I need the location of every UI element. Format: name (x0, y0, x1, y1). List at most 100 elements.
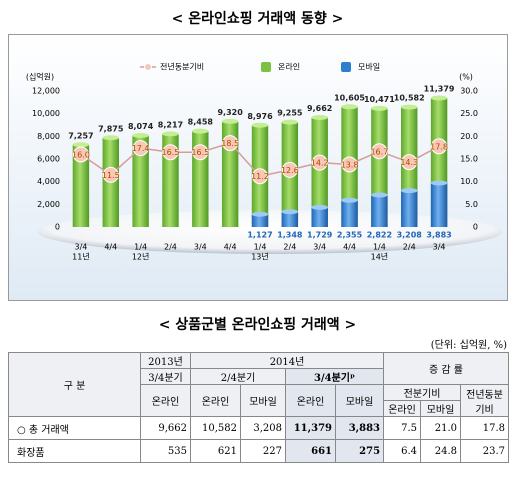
header-cell: 구 분 (8, 352, 141, 417)
line-point (431, 138, 448, 155)
table-cell: 3,883 (334, 416, 385, 440)
value-label: 17.8 (430, 142, 448, 151)
y-tick-label: 12,000 (32, 87, 60, 96)
value-label: 8,458 (188, 118, 214, 127)
bar-top (192, 128, 209, 134)
bar-top (430, 95, 448, 101)
header-cell: 3/4분기ᵖ (284, 368, 385, 385)
table-row: 화장품 535 621 227 661 275 6.4 24.8 23.7 (8, 439, 510, 463)
value-label: 11.2 (251, 172, 269, 181)
header-cell: 온라인 (140, 384, 191, 417)
line-point (162, 144, 179, 161)
y2-tick-label: 15.0 (460, 155, 478, 164)
y-tick-label: 10,000 (32, 109, 60, 118)
value-label: 8,074 (128, 122, 154, 131)
data-table: 구 분 2013년 2014년 증 감 률 3/4분기 2/4분기 3/4분기ᵖ… (8, 352, 510, 463)
bar (72, 144, 90, 227)
x-tick-label: 3/4 (433, 243, 446, 252)
x-tick-label: 4/4 (104, 243, 117, 252)
line-point (341, 156, 358, 173)
table-cell: 227 (240, 439, 286, 463)
value-label: 10,471 (364, 95, 395, 104)
table-cell: 21.0 (420, 416, 462, 440)
value-label: 8,217 (158, 120, 183, 129)
header-cell: 2/4분기 (190, 368, 286, 385)
value-label: 16.5 (162, 148, 180, 157)
header-cell: 온라인 (383, 400, 422, 417)
value-label: 16.7 (370, 147, 388, 156)
bar-top (311, 204, 328, 210)
y2-tick-label: 5.0 (465, 200, 478, 209)
value-label: 2,355 (337, 231, 363, 240)
header-cell: 3/4분기 (140, 368, 191, 385)
x-tick-label: 4/4 (343, 243, 356, 252)
value-label: 11,379 (424, 85, 455, 94)
line-point (192, 144, 209, 161)
bar (311, 207, 328, 227)
y-tick-label: 0 (55, 223, 60, 232)
chart: (십억원) (%) 0 2,000 4,000 6,000 8,000 10,000 12,… (8, 34, 508, 301)
table-cell: 9,662 (140, 416, 191, 440)
bar-top (311, 114, 328, 120)
x-year-label: 11년 (72, 252, 90, 262)
x-tick-label: 2/4 (403, 243, 416, 252)
table-cell: 7.5 (383, 416, 422, 440)
header-cell: 모바일 (334, 384, 385, 417)
bar (132, 135, 149, 227)
line-point (401, 154, 418, 171)
bar-top (281, 209, 299, 215)
table-cell: 3,208 (240, 416, 286, 440)
y-tick-label: 6,000 (37, 155, 60, 164)
header-cell: 2013년 (140, 352, 191, 369)
x-year-label: 12년 (132, 252, 150, 262)
table-cell: 17.8 (460, 416, 510, 440)
line-point (72, 146, 89, 163)
bar (430, 182, 448, 227)
bar-top (72, 142, 90, 148)
bar-top (281, 119, 299, 125)
value-label: 14.2 (311, 159, 329, 168)
legend-label: 전년동분기비 (160, 62, 204, 72)
line-point (311, 154, 328, 171)
value-label: 3,208 (397, 231, 423, 240)
value-label: 11.5 (102, 171, 120, 180)
bar-top (132, 132, 149, 138)
x-tick-label: 2/4 (283, 243, 296, 252)
y2-tick-label: 0 (473, 223, 478, 232)
value-label: 10,582 (394, 94, 425, 103)
header-cell: 전년동분기비 (460, 384, 510, 417)
header-cell: 모바일 (240, 384, 286, 417)
bar-top (371, 192, 388, 198)
value-label: 18.5 (221, 139, 239, 148)
header-cell: 온라인 (190, 384, 241, 417)
table-body: ○ 총 거래액 9,662 10,582 3,208 11,379 3,883 7.5 21.… (8, 416, 510, 463)
header-cell: 온라인 (285, 384, 336, 417)
value-label: 7,257 (68, 131, 93, 140)
value-label: 3,883 (426, 231, 451, 240)
bar-top (401, 104, 418, 110)
bar-top (162, 131, 179, 137)
header-cell: 모바일 (420, 400, 462, 417)
x-tick-label: 3/4 (74, 243, 87, 252)
table-row: ○ 총 거래액 9,662 10,582 3,208 11,379 3,883 7.5 21.… (8, 416, 510, 440)
table-cell: 661 (285, 439, 336, 463)
table-cell: 10,582 (190, 416, 241, 440)
y2-tick-label: 20.0 (460, 132, 478, 141)
x-tick-label: 3/4 (194, 243, 207, 252)
table-cell: 24.8 (420, 439, 462, 463)
value-label: 14.3 (400, 158, 418, 167)
x-tick-label: 1/4 (134, 243, 147, 252)
header-cell: 2014년 (189, 352, 385, 369)
value-label: 12.6 (281, 166, 299, 175)
value-label: 7,875 (98, 124, 124, 133)
value-label: 1,729 (307, 231, 333, 240)
line-point (371, 143, 388, 160)
line-point (281, 161, 298, 178)
bar-top (341, 104, 358, 110)
table-cell: ○ 총 거래액 (8, 416, 141, 440)
unit: (단위: 십억원, %) (430, 340, 507, 351)
value-label: 16.5 (191, 148, 209, 157)
chart-title: < 온라인쇼핑 거래액 동향 > (171, 11, 344, 27)
table-cell: 535 (140, 439, 191, 463)
